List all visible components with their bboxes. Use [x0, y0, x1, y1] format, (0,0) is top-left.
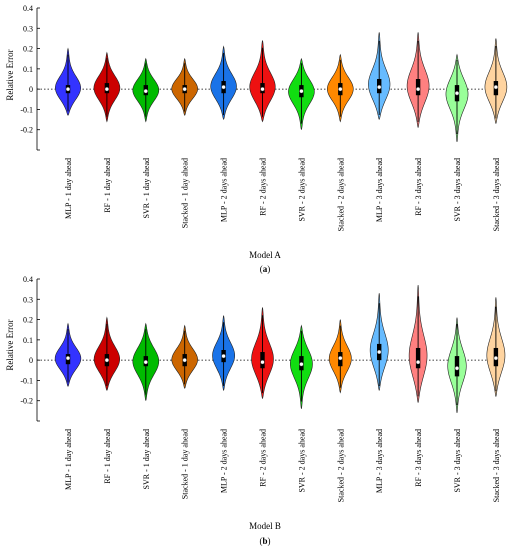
violin-iqr-box [415, 347, 421, 369]
x-tick-label: RF - 3 days ahead [414, 429, 423, 487]
x-tick-label: SVR - 2 days ahead [297, 158, 306, 222]
violin-median-dot [415, 359, 421, 365]
x-tick-label: SVR - 1 day ahead [142, 158, 151, 218]
panel-label: (b) [259, 536, 270, 546]
violin-median-dot [143, 359, 149, 365]
y-tick-label: 0.4 [23, 275, 33, 284]
x-tick-label: SVR - 2 days ahead [297, 429, 306, 493]
violin-12 [484, 38, 508, 124]
violin-median-dot [377, 349, 382, 355]
violin-4 [171, 324, 198, 389]
violin-4 [171, 57, 198, 116]
violin-median-dot [182, 86, 187, 92]
x-axis-title: Model B [249, 521, 281, 531]
violin-11 [445, 53, 469, 142]
x-tick-label: RF - 1 day ahead [103, 158, 112, 213]
x-tick-label: SVR - 3 days ahead [453, 158, 462, 222]
violin-median-dot [299, 362, 304, 367]
violin-median-dot [182, 357, 187, 363]
violin-7 [288, 57, 315, 130]
violin-median-dot [143, 88, 149, 94]
violin-median-dot [65, 355, 71, 361]
violin-6 [249, 40, 276, 123]
violin-median-dot [260, 86, 265, 92]
x-tick-label: Stacked - 1 day ahead [181, 429, 190, 499]
violin-median-dot [493, 84, 499, 90]
x-tick-label: MLP - 1 day ahead [64, 429, 73, 490]
x-tick-label: RF - 3 days ahead [414, 158, 423, 216]
violin-10 [406, 32, 430, 128]
x-tick-label: Stacked - 3 days ahead [492, 158, 501, 231]
violin-median-dot [454, 366, 460, 371]
y-tick-label: 0 [29, 356, 33, 365]
violin-median-dot [65, 86, 71, 92]
violin-8 [328, 319, 352, 394]
y-tick-label: 0.3 [23, 24, 33, 33]
y-tick-label: -0.2 [20, 126, 33, 135]
violin-9 [368, 32, 391, 120]
x-tick-label: RF - 2 days ahead [259, 429, 268, 487]
violin-11 [447, 317, 467, 413]
y-tick-label: 0.2 [23, 45, 33, 54]
x-tick-label: MLP - 2 days ahead [220, 429, 229, 493]
violin-5 [210, 45, 237, 120]
violin-median-dot [415, 86, 421, 92]
violin-3 [132, 322, 160, 401]
y-tick-label: 0.4 [23, 4, 33, 13]
y-tick-label: -0.1 [20, 105, 33, 114]
violin-median-dot [260, 359, 265, 365]
violin-10 [408, 285, 428, 403]
x-tick-label: RF - 2 days ahead [259, 158, 268, 216]
y-tick-label: -0.2 [20, 397, 33, 406]
panel-model-b: Relative Error Model B (b) -0.2 -0.1 0 0.1 0… [5, 275, 506, 546]
violin-2 [93, 51, 121, 123]
y-axis-title: Relative Error [5, 319, 15, 370]
violin-2 [93, 316, 121, 391]
violin-median-dot [338, 86, 343, 92]
x-tick-label: SVR - 3 days ahead [453, 429, 462, 493]
violin-5 [212, 315, 236, 391]
violin-median-dot [221, 353, 226, 359]
x-tick-label: SVR - 1 day ahead [142, 429, 151, 489]
violin-median-dot [454, 90, 460, 96]
panel-label: (a) [260, 264, 271, 274]
violin-median-dot [299, 88, 304, 94]
y-tick-label: 0.1 [23, 336, 33, 345]
violin-median-dot [493, 355, 499, 361]
violin-1 [55, 47, 81, 116]
y-tick-label: -0.1 [20, 376, 33, 385]
violin-6 [251, 307, 274, 399]
violin-median-dot [104, 86, 110, 92]
x-tick-label: MLP - 3 days ahead [375, 158, 384, 222]
y-axis-title: Relative Error [5, 49, 15, 100]
x-tick-label: Stacked - 1 day ahead [181, 158, 190, 228]
panel-model-a: Relative Error Model A (a) -0.2 -0.1 0 0.1 0… [5, 4, 508, 274]
x-tick-label: Stacked - 2 days ahead [336, 429, 345, 502]
x-axis-title: Model A [249, 250, 281, 260]
x-tick-label: MLP - 3 days ahead [375, 429, 384, 493]
y-tick-label: 0 [29, 85, 33, 94]
violin-12 [486, 297, 506, 397]
violin-median-dot [221, 84, 226, 90]
x-tick-label: RF - 1 day ahead [103, 429, 112, 484]
violin-9 [369, 293, 389, 391]
y-tick-label: 0.1 [23, 65, 33, 74]
x-tick-label: Stacked - 3 days ahead [492, 429, 501, 502]
violin-3 [132, 57, 160, 123]
y-tick-label: 0.3 [23, 295, 33, 304]
x-tick-label: MLP - 1 day ahead [64, 158, 73, 219]
violin-1 [54, 322, 82, 387]
x-tick-label: Stacked - 2 days ahead [336, 158, 345, 231]
violin-8 [327, 53, 354, 123]
violin-median-dot [377, 84, 382, 90]
y-tick-label: 0.2 [23, 316, 33, 325]
violin-7 [290, 324, 313, 409]
violin-median-dot [338, 355, 343, 361]
violin-median-dot [104, 357, 110, 363]
x-tick-label: MLP - 2 days ahead [220, 158, 229, 222]
